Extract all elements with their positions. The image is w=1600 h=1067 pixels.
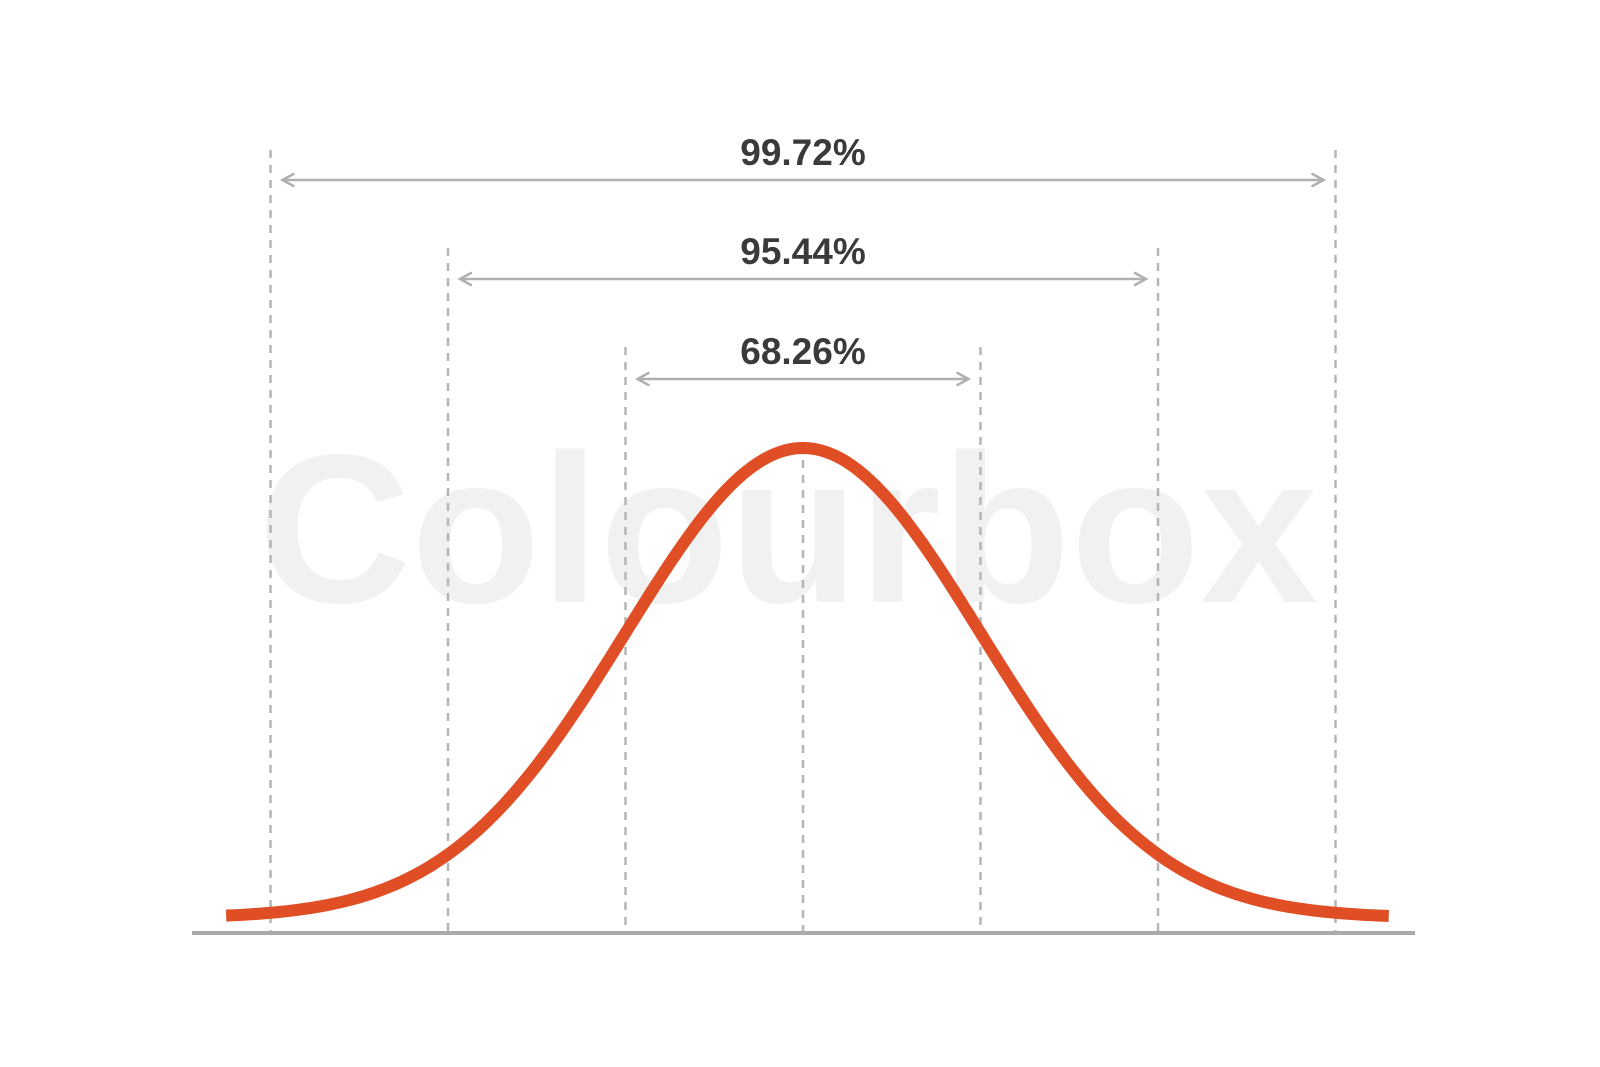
arrow-head xyxy=(956,371,972,387)
range-annotations: 68.26% 95.44% 99.72% xyxy=(279,132,1327,387)
range-annotation: 99.72% xyxy=(279,132,1327,188)
range-label: 68.26% xyxy=(740,331,866,372)
arrow-head xyxy=(634,371,650,387)
arrow-head xyxy=(1311,172,1327,188)
arrow-head xyxy=(1133,271,1149,287)
bell-curve xyxy=(224,442,1391,922)
arrow-head xyxy=(279,172,295,188)
range-label: 95.44% xyxy=(740,231,866,272)
range-annotation: 95.44% xyxy=(457,231,1149,287)
range-annotation: 68.26% xyxy=(634,331,972,387)
range-label: 99.72% xyxy=(740,132,866,173)
arrow-head xyxy=(457,271,473,287)
